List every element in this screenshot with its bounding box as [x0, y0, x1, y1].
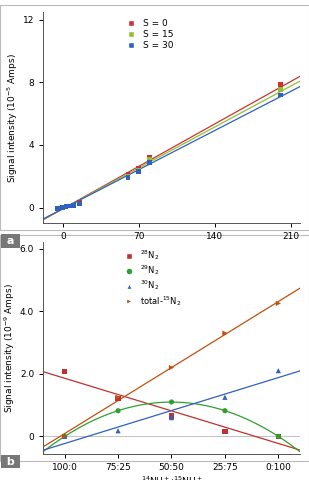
Point — [136, 165, 141, 172]
Point — [278, 81, 283, 89]
Y-axis label: Signal intensity (10$^{-5}$ Amps): Signal intensity (10$^{-5}$ Amps) — [6, 53, 20, 182]
Text: a: a — [3, 236, 18, 246]
Point — [68, 202, 73, 210]
Point — [136, 166, 141, 174]
Point — [222, 407, 227, 415]
Point — [77, 200, 82, 207]
Point — [77, 199, 82, 207]
Point — [55, 204, 60, 212]
Point — [60, 204, 65, 211]
Point — [68, 202, 73, 210]
Point — [71, 202, 76, 209]
Point — [71, 202, 76, 209]
Point — [116, 394, 121, 401]
Point — [147, 158, 152, 166]
Point — [64, 203, 69, 211]
Point — [147, 156, 152, 164]
Legend: S = 0, S = 15, S = 30: S = 0, S = 15, S = 30 — [120, 16, 176, 52]
Point — [62, 432, 67, 440]
X-axis label: $^{14}$NH$_4^+$:$^{15}$NH$_4^+$: $^{14}$NH$_4^+$:$^{15}$NH$_4^+$ — [141, 474, 202, 480]
Point — [278, 85, 283, 93]
Text: b: b — [3, 456, 19, 467]
Point — [64, 203, 69, 211]
Point — [222, 428, 227, 435]
Point — [116, 395, 121, 403]
Point — [116, 407, 121, 415]
Point — [276, 432, 281, 440]
Point — [60, 204, 65, 211]
Point — [276, 300, 281, 307]
Point — [278, 91, 283, 99]
Point — [222, 394, 227, 401]
X-axis label: $^{15}$NH$_4^+$ ($\mu$mol L$^{-1}$): $^{15}$NH$_4^+$ ($\mu$mol L$^{-1}$) — [131, 244, 212, 259]
Legend: $^{28}$N$_2$, $^{29}$N$_2$, $^{30}$N$_2$, total-$^{15}$N$_2$: $^{28}$N$_2$, $^{29}$N$_2$, $^{30}$N$_2$… — [119, 247, 183, 309]
Point — [125, 174, 130, 181]
Point — [62, 432, 67, 440]
Point — [116, 427, 121, 434]
Point — [62, 432, 67, 440]
Point — [169, 364, 174, 372]
Point — [136, 168, 141, 175]
Point — [276, 367, 281, 374]
Point — [125, 171, 130, 179]
Point — [222, 329, 227, 337]
Point — [71, 202, 76, 209]
Point — [169, 398, 174, 406]
Point — [62, 368, 67, 375]
Y-axis label: Signal intensity (10$^{-9}$ Amps): Signal intensity (10$^{-9}$ Amps) — [3, 283, 17, 413]
Point — [77, 199, 82, 207]
Point — [147, 154, 152, 161]
Point — [68, 202, 73, 210]
Point — [125, 172, 130, 180]
Point — [169, 414, 174, 421]
Point — [276, 432, 281, 440]
Point — [169, 412, 174, 420]
Point — [60, 204, 65, 211]
Point — [55, 204, 60, 212]
Point — [55, 204, 60, 212]
Point — [64, 203, 69, 211]
